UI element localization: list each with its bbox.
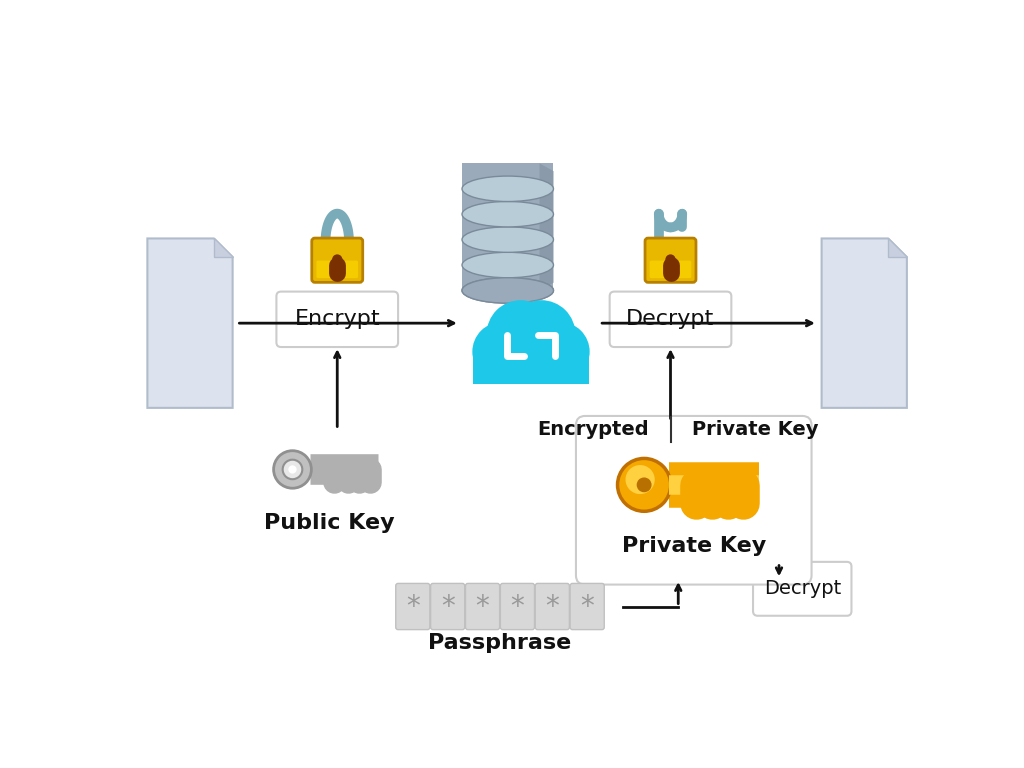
Text: Public Key: Public Key	[264, 513, 395, 533]
Circle shape	[283, 460, 302, 479]
Circle shape	[289, 465, 297, 474]
Circle shape	[273, 451, 311, 488]
Polygon shape	[214, 238, 232, 257]
Text: Encrypt: Encrypt	[295, 310, 380, 329]
Ellipse shape	[462, 278, 554, 303]
FancyBboxPatch shape	[501, 584, 535, 630]
Polygon shape	[462, 214, 554, 240]
FancyBboxPatch shape	[311, 238, 362, 283]
Circle shape	[503, 326, 560, 383]
Circle shape	[486, 300, 555, 368]
FancyBboxPatch shape	[536, 584, 569, 630]
FancyBboxPatch shape	[466, 584, 500, 630]
FancyBboxPatch shape	[316, 260, 358, 278]
Text: *: *	[476, 593, 489, 621]
FancyBboxPatch shape	[609, 292, 731, 347]
Polygon shape	[888, 238, 907, 257]
Circle shape	[617, 458, 671, 511]
Polygon shape	[462, 240, 554, 265]
Circle shape	[332, 254, 342, 264]
Circle shape	[626, 465, 654, 494]
Polygon shape	[462, 265, 554, 290]
Circle shape	[637, 478, 651, 492]
Ellipse shape	[462, 227, 554, 253]
Text: *: *	[546, 593, 559, 621]
FancyBboxPatch shape	[431, 584, 465, 630]
Text: *: *	[406, 593, 420, 621]
FancyBboxPatch shape	[276, 292, 398, 347]
Text: *: *	[581, 593, 594, 621]
FancyBboxPatch shape	[395, 584, 430, 630]
Text: Encrypted: Encrypted	[538, 420, 649, 439]
Circle shape	[529, 322, 590, 382]
Ellipse shape	[462, 201, 554, 227]
Text: Decrypt: Decrypt	[764, 579, 841, 598]
Circle shape	[666, 254, 676, 264]
Ellipse shape	[462, 176, 554, 201]
FancyBboxPatch shape	[649, 260, 691, 278]
Text: Private Key: Private Key	[692, 420, 819, 439]
Circle shape	[507, 300, 575, 368]
Polygon shape	[821, 238, 907, 408]
Polygon shape	[462, 189, 554, 214]
Text: Private Key: Private Key	[622, 537, 766, 557]
Polygon shape	[147, 238, 232, 408]
Text: *: *	[511, 593, 524, 621]
Text: Decrypt: Decrypt	[627, 310, 715, 329]
Ellipse shape	[462, 253, 554, 278]
Text: Passphrase: Passphrase	[428, 634, 571, 654]
Polygon shape	[462, 164, 554, 189]
FancyBboxPatch shape	[645, 238, 696, 283]
Ellipse shape	[462, 278, 554, 303]
FancyBboxPatch shape	[570, 584, 604, 630]
FancyBboxPatch shape	[575, 416, 812, 584]
FancyBboxPatch shape	[753, 562, 852, 616]
Circle shape	[472, 322, 532, 382]
Polygon shape	[540, 164, 554, 290]
Text: *: *	[440, 593, 455, 621]
